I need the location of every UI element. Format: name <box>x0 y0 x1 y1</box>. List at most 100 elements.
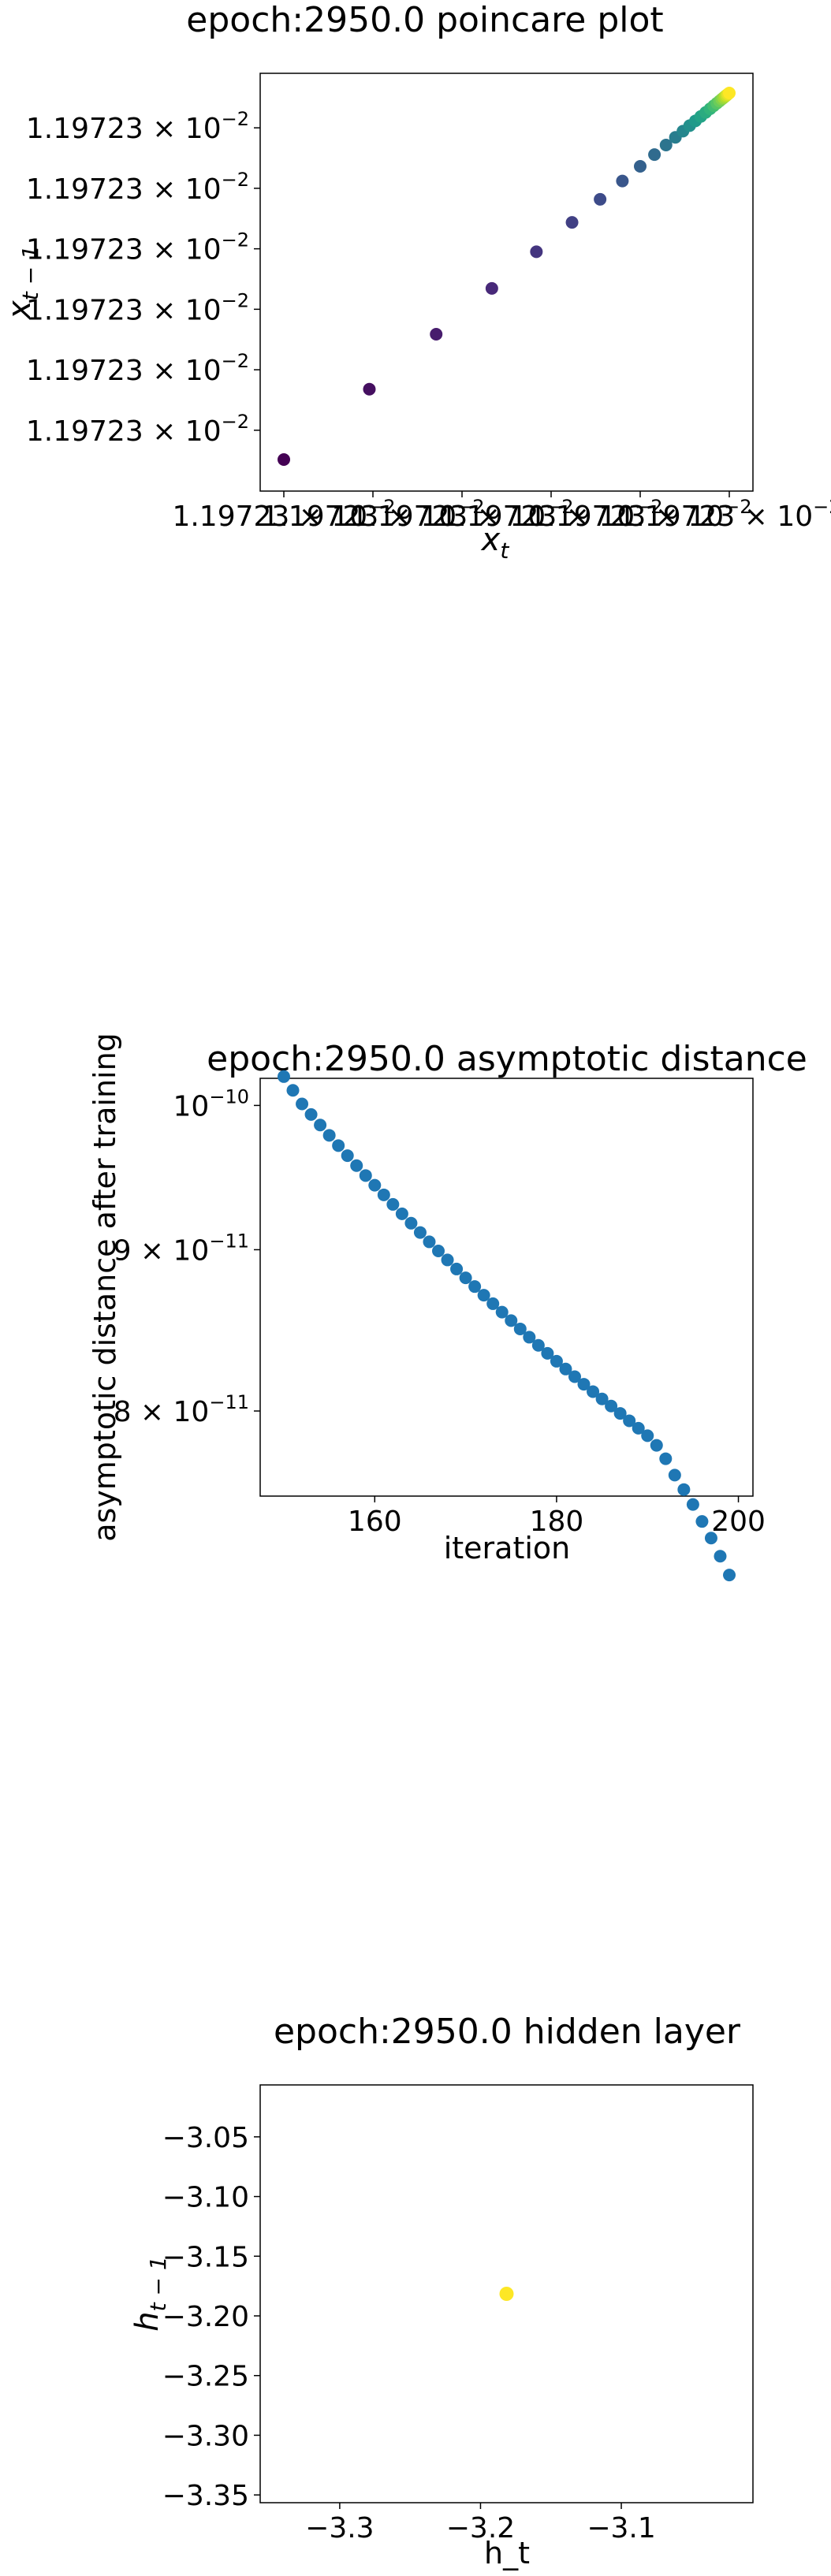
distance-point <box>595 1392 609 1405</box>
poincare-point <box>594 192 607 206</box>
distance-y-tick-coef: 8 × <box>114 1396 173 1428</box>
distance-point <box>359 1169 372 1182</box>
distance-y-tick-base: 10 <box>173 1090 210 1122</box>
distance-x-tick-label: 180 <box>530 1506 584 1538</box>
hidden-x-tick-label: −3.2 <box>446 2512 515 2544</box>
hidden-y-ticks: −3.05 −3.10 −3.15 −3.20 −3.25 −3.30 −3.35 <box>162 2122 260 2512</box>
distance-point <box>531 1338 545 1352</box>
distance-point <box>723 1569 736 1582</box>
distance-point <box>413 1226 427 1239</box>
distance-point <box>386 1197 400 1211</box>
distance-point <box>314 1119 327 1132</box>
poincare-y-tick-base: 10 <box>185 355 222 387</box>
poincare-ylabel-main: x <box>2 300 38 321</box>
poincare-y-tick-exponent: −2 <box>222 411 249 433</box>
poincare-plot-area <box>259 73 754 492</box>
distance-point <box>577 1378 591 1391</box>
distance-y-ticks: 10−109 × 10−118 × 10−11 <box>114 1085 260 1428</box>
poincare-xlabel-sub: t <box>500 538 509 564</box>
poincare-y-tick-base: 10 <box>185 113 222 145</box>
hidden-ylabel-main: h <box>129 2311 166 2331</box>
hidden-y-tick-label: −3.05 <box>162 2122 249 2154</box>
distance-y-tick-exponent: −10 <box>209 1085 249 1107</box>
poincare-point <box>648 148 661 162</box>
distance-point <box>296 1097 309 1111</box>
poincare-y-tick-base: 10 <box>185 415 222 448</box>
poincare-x-tick-exponent: −2 <box>635 496 662 518</box>
distance-point <box>332 1139 345 1152</box>
distance-y-tick-exponent: −11 <box>209 1230 249 1252</box>
distance-point <box>341 1149 354 1163</box>
distance-point <box>450 1262 464 1275</box>
poincare-y-tick-exponent: −2 <box>222 229 249 251</box>
distance-y-axis-label: asymptotic distance after training <box>88 1033 122 1542</box>
poincare-x-tick-label: 1.19723 × 10−2 <box>261 496 484 533</box>
poincare-x-tick-mantissa: 1.19723 × <box>350 501 509 533</box>
poincare-y-tick-mantissa: 1.19723 × <box>26 294 185 326</box>
poincare-y-tick-label: 1.19723 × 10−2 <box>26 350 249 387</box>
poincare-x-tick-exponent: −2 <box>456 496 484 518</box>
distance-point <box>322 1129 336 1142</box>
poincare-x-tick-base: 10 <box>331 501 367 533</box>
distance-point <box>441 1253 454 1267</box>
poincare-y-tick-label: 1.19723 × 10−2 <box>26 289 249 326</box>
poincare-y-axis-label: xt − 1 <box>2 245 43 321</box>
distance-point <box>423 1235 436 1249</box>
poincare-x-tick-label: 1.19723 × 10−2 <box>350 496 573 533</box>
poincare-x-tick-base: 10 <box>509 501 546 533</box>
distance-point <box>559 1362 572 1375</box>
poincare-y-tick-mantissa: 1.19723 × <box>26 173 185 206</box>
distance-point <box>632 1421 645 1435</box>
distance-point <box>550 1354 563 1368</box>
distance-point <box>459 1271 472 1285</box>
hidden-x-tick-label: −3.1 <box>587 2512 655 2544</box>
distance-point <box>613 1407 627 1420</box>
distance-y-tick-base: 10 <box>173 1234 210 1267</box>
poincare-ylabel-sub: t − 1 <box>17 245 43 300</box>
distance-y-tick-base: 10 <box>173 1396 210 1428</box>
hidden-x-ticks: −3.3 −3.2 −3.1 <box>305 2503 656 2544</box>
poincare-y-tick-mantissa: 1.19723 × <box>26 234 185 266</box>
poincare-y-tick-exponent: −2 <box>222 108 249 130</box>
poincare-y-ticks: 1.19723 × 10−21.19723 × 10−21.19723 × 10… <box>26 108 260 448</box>
distance-point <box>304 1107 318 1121</box>
distance-point <box>641 1429 654 1442</box>
distance-point <box>668 1469 681 1482</box>
poincare-x-tick-label: 1.19723 × 10−2 <box>439 496 662 533</box>
poincare-x-tick-exponent: −2 <box>546 496 573 518</box>
hidden-y-tick-label: −3.30 <box>162 2420 249 2452</box>
distance-point <box>623 1414 636 1428</box>
poincare-x-tick-mantissa: 1.19723 × <box>617 501 777 533</box>
hidden-chart: epoch:2950.0 hidden layer −3.05 −3.10 −3.1… <box>129 2012 754 2570</box>
distance-point <box>432 1244 445 1257</box>
poincare-x-tick-mantissa: 1.19723 × <box>528 501 688 533</box>
distance-point <box>277 1070 290 1083</box>
hidden-point <box>499 2287 514 2301</box>
hidden-x-axis-label: h_t <box>484 2536 530 2570</box>
poincare-point <box>485 281 498 295</box>
poincare-x-tick-exponent: −2 <box>724 496 751 518</box>
hidden-ylabel-sub: t − 1 <box>145 2256 171 2311</box>
poincare-point <box>363 382 376 396</box>
poincare-points <box>278 87 736 466</box>
poincare-y-tick-mantissa: 1.19723 × <box>26 415 185 448</box>
distance-point <box>587 1385 600 1398</box>
distance-point <box>486 1297 500 1310</box>
distance-plot-area <box>259 1078 754 1497</box>
poincare-x-ticks: 1.19723 × 10−21.19723 × 10−21.19723 × 10… <box>172 491 831 533</box>
distance-y-tick-label: 10−10 <box>173 1085 249 1122</box>
poincare-x-tick-label: 1.19723 × 10−2 <box>528 496 751 533</box>
poincare-x-tick-label: 1.19723 × 10−2 <box>172 496 395 533</box>
distance-y-tick-coef: 9 × <box>114 1234 173 1267</box>
hidden-title: epoch:2950.0 hidden layer <box>274 2012 741 2052</box>
poincare-x-tick-base: 10 <box>598 501 635 533</box>
distance-point <box>286 1084 300 1097</box>
poincare-point <box>616 174 629 188</box>
poincare-x-tick-mantissa: 1.19723 × <box>172 501 331 533</box>
poincare-chart: epoch:2950.0 poincare plot 1.19723 × 10−… <box>2 0 831 564</box>
poincare-x-axis-label: xt <box>480 522 510 564</box>
distance-point <box>377 1188 390 1201</box>
distance-point <box>468 1280 482 1294</box>
hidden-plot-area <box>259 2084 754 2503</box>
distance-point <box>523 1331 536 1344</box>
